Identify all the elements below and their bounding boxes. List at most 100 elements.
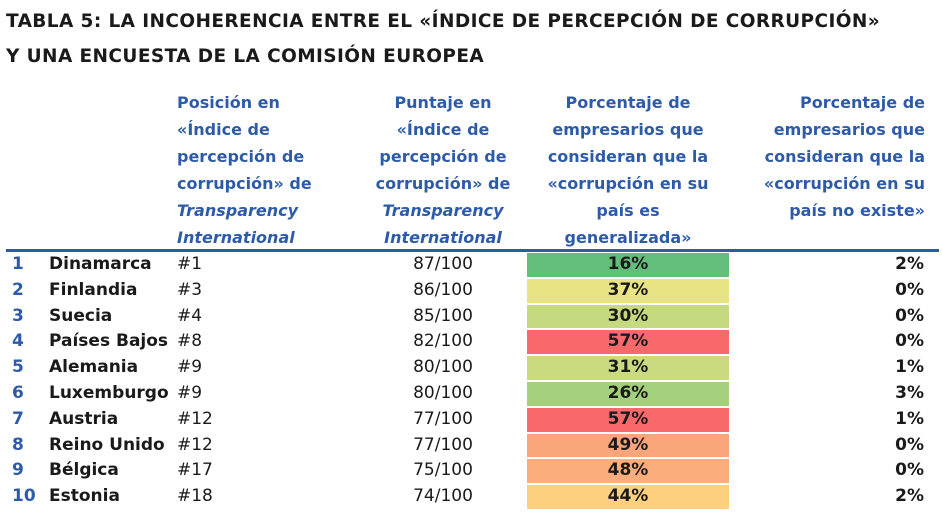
widespread-heat-fill <box>527 278 729 303</box>
country-cell: Luxemburgo <box>49 382 169 403</box>
rank-cell: 5 <box>12 357 24 378</box>
score-cell: 82/100 <box>413 331 473 352</box>
rank-cell: 9 <box>12 460 24 481</box>
score-cell: 85/100 <box>413 305 473 326</box>
column-header-widespread-line: consideran que la <box>547 147 709 166</box>
nonexistent-cell: 1% <box>895 357 924 378</box>
widespread-value: 48% <box>607 460 649 481</box>
country-cell: Finlandia <box>49 279 138 300</box>
table-row: 10 Estonia #18 74/100 44% 2% <box>0 484 942 510</box>
column-header-position-line: «Índice de <box>177 120 270 139</box>
position-cell: #8 <box>177 331 203 352</box>
widespread-cell: 57% <box>527 407 729 433</box>
nonexistent-cell: 0% <box>895 279 924 300</box>
column-header-position-line: Transparency <box>177 201 299 220</box>
table-row: 7 Austria #12 77/100 57% 1% <box>0 407 942 433</box>
table-row: 6 Luxemburgo #9 80/100 26% 3% <box>0 381 942 407</box>
column-header-score-line: corrupción» de <box>375 174 511 193</box>
widespread-value: 26% <box>607 382 649 403</box>
country-cell: Dinamarca <box>49 254 152 274</box>
table-row: 2 Finlandia #3 86/100 37% 0% <box>0 278 942 304</box>
widespread-cell: 30% <box>527 304 729 330</box>
position-cell: #12 <box>177 434 213 455</box>
widespread-cell: 48% <box>527 458 729 484</box>
position-cell: #3 <box>177 279 203 300</box>
column-header-widespread-line: Porcentaje de <box>565 93 691 112</box>
widespread-value: 57% <box>607 331 649 352</box>
nonexistent-cell: 0% <box>895 331 924 352</box>
rank-cell: 3 <box>12 305 24 326</box>
column-header-score-line: International <box>384 228 502 247</box>
column-header-nonexistent-line: Porcentaje de <box>800 93 925 112</box>
widespread-value: 16% <box>607 254 649 274</box>
column-header-nonexistent: Porcentaje de empresarios que consideran… <box>735 89 925 224</box>
score-cell: 75/100 <box>413 460 473 481</box>
widespread-cell: 37% <box>527 278 729 304</box>
country-cell: Suecia <box>49 305 113 326</box>
table-row: 4 Países Bajos #8 82/100 57% 0% <box>0 329 942 355</box>
widespread-cell: 49% <box>527 433 729 459</box>
widespread-value: 37% <box>607 279 649 300</box>
widespread-value: 30% <box>607 305 649 326</box>
column-header-widespread-line: «corrupción en su <box>547 174 709 193</box>
table-body: 1 Dinamarca #1 87/100 16% 2% 2 Finlandia #3 86/10… <box>0 252 942 510</box>
rank-cell: 8 <box>12 434 24 455</box>
nonexistent-cell: 2% <box>895 486 924 507</box>
column-header-score-line: Transparency <box>382 201 504 220</box>
column-header-position-line: Posición en <box>177 93 280 112</box>
score-cell: 87/100 <box>413 254 473 274</box>
column-header-score-line: percepción de <box>379 147 507 166</box>
position-cell: #9 <box>177 382 203 403</box>
column-header-widespread: Porcentaje de empresarios que consideran… <box>533 89 723 251</box>
table-title: TABLA 5: LA INCOHERENCIA ENTRE EL «ÍNDIC… <box>6 4 940 74</box>
nonexistent-cell: 0% <box>895 305 924 326</box>
country-cell: Alemania <box>49 357 139 378</box>
position-cell: #18 <box>177 486 213 507</box>
widespread-heat-fill <box>527 330 729 355</box>
rank-cell: 4 <box>12 331 24 352</box>
column-header-position-line: percepción de <box>177 147 305 166</box>
rank-cell: 6 <box>12 382 24 403</box>
widespread-heat-fill <box>527 356 729 380</box>
column-header-nonexistent-line: país no existe» <box>789 201 925 220</box>
table-title-line-1: TABLA 5: LA INCOHERENCIA ENTRE EL «ÍNDIC… <box>6 11 881 32</box>
rank-cell: 2 <box>12 279 24 300</box>
widespread-heat-fill <box>527 459 729 484</box>
widespread-heat-fill <box>527 304 729 329</box>
position-cell: #12 <box>177 408 213 429</box>
nonexistent-cell: 3% <box>895 382 924 403</box>
column-header-nonexistent-line: «corrupción en su <box>763 174 925 193</box>
country-cell: Austria <box>49 408 119 429</box>
widespread-cell: 16% <box>527 252 729 278</box>
nonexistent-cell: 0% <box>895 434 924 455</box>
nonexistent-cell: 1% <box>895 408 924 429</box>
widespread-heat-fill <box>527 381 729 406</box>
country-cell: Países Bajos <box>49 331 169 352</box>
widespread-cell: 26% <box>527 381 729 407</box>
column-header-score-line: Puntaje en <box>394 93 492 112</box>
country-cell: Bélgica <box>49 460 119 481</box>
table-row: 3 Suecia #4 85/100 30% 0% <box>0 304 942 330</box>
column-header-score: Puntaje en «Índice de percepción de corr… <box>368 89 518 251</box>
rank-cell: 7 <box>12 408 24 429</box>
table-row: 5 Alemania #9 80/100 31% 1% <box>0 355 942 381</box>
column-header-widespread-line: país es <box>596 201 660 220</box>
score-cell: 80/100 <box>413 357 473 378</box>
widespread-value: 31% <box>607 357 649 378</box>
header-divider <box>6 249 939 252</box>
column-header-widespread-line: empresarios que <box>552 120 704 139</box>
country-cell: Estonia <box>49 486 120 507</box>
country-cell: Reino Unido <box>49 434 165 455</box>
widespread-cell: 57% <box>527 329 729 355</box>
table-row: 1 Dinamarca #1 87/100 16% 2% <box>0 252 942 278</box>
score-cell: 74/100 <box>413 486 473 507</box>
table-title-line-2: Y UNA ENCUESTA DE LA COMISIÓN EUROPEA <box>6 46 485 67</box>
position-cell: #1 <box>177 254 203 274</box>
column-header-position-line: International <box>177 228 295 247</box>
score-cell: 80/100 <box>413 382 473 403</box>
widespread-heat-fill <box>527 485 729 509</box>
widespread-value: 44% <box>607 486 649 507</box>
widespread-heat-fill <box>527 407 729 432</box>
score-cell: 86/100 <box>413 279 473 300</box>
